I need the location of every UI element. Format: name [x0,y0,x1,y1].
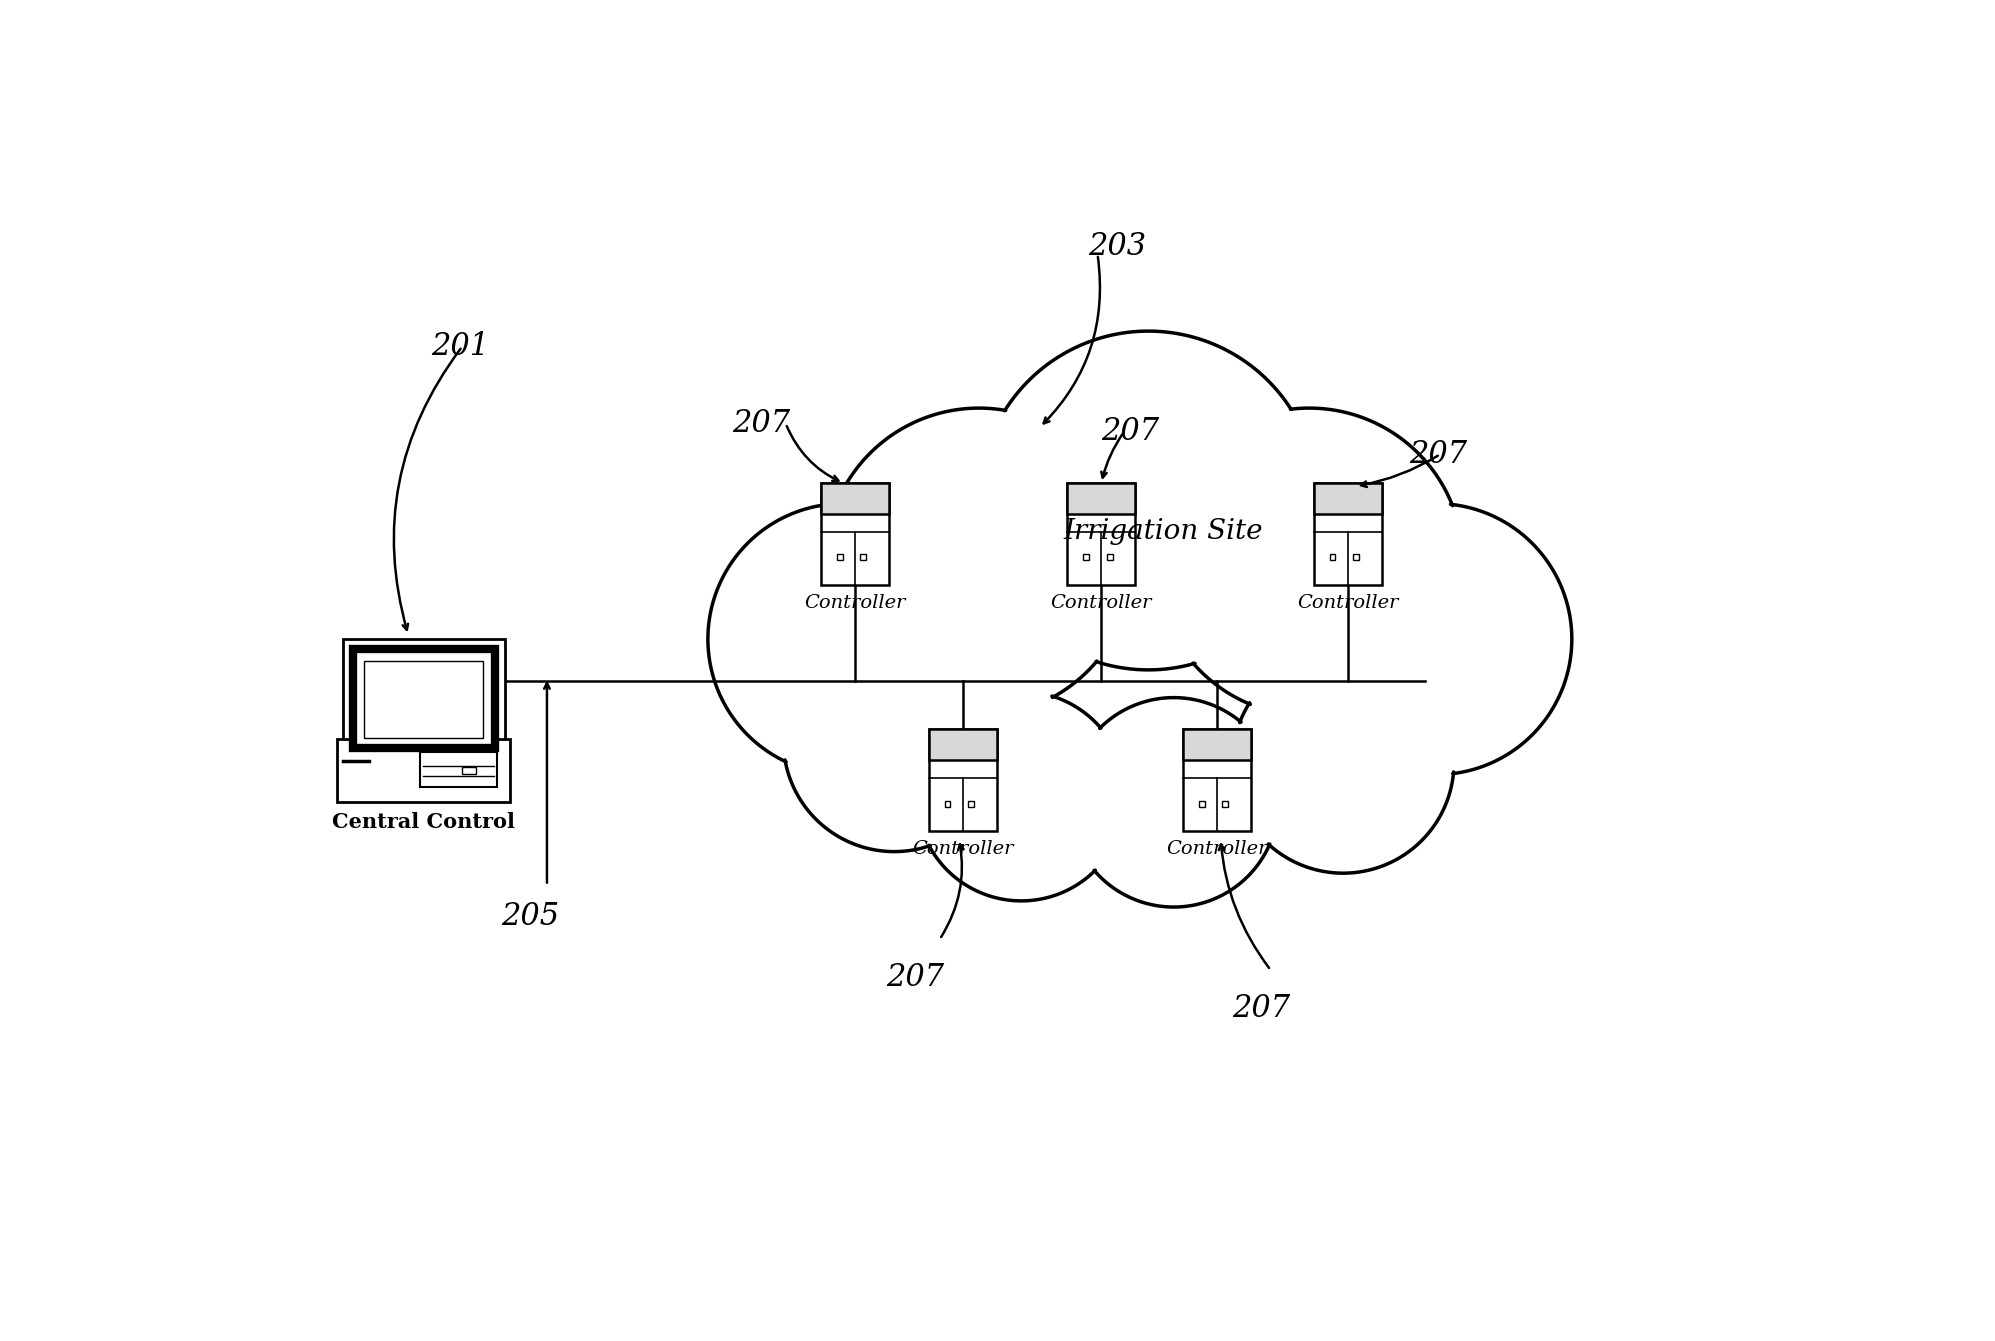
Text: 203: 203 [1087,231,1145,261]
FancyBboxPatch shape [822,483,890,514]
Text: 207: 207 [732,408,790,439]
FancyBboxPatch shape [944,801,950,807]
FancyBboxPatch shape [1223,801,1229,807]
FancyBboxPatch shape [365,661,483,739]
FancyBboxPatch shape [1183,730,1251,760]
FancyBboxPatch shape [836,554,842,561]
Text: Central Control: Central Control [333,811,515,831]
Text: Irrigation Site: Irrigation Site [1063,518,1263,544]
FancyBboxPatch shape [930,730,998,760]
FancyBboxPatch shape [343,640,505,759]
FancyBboxPatch shape [421,752,497,787]
Polygon shape [708,331,1572,907]
Text: 207: 207 [1101,416,1159,447]
Text: 205: 205 [501,901,559,932]
Text: Controller: Controller [804,594,906,611]
Text: 207: 207 [1233,994,1291,1025]
FancyBboxPatch shape [463,767,477,774]
Text: 207: 207 [886,963,944,994]
FancyBboxPatch shape [1199,801,1205,807]
FancyBboxPatch shape [1315,483,1383,514]
FancyBboxPatch shape [1067,483,1135,514]
FancyBboxPatch shape [1083,554,1089,561]
FancyBboxPatch shape [1067,483,1135,585]
Text: Controller: Controller [1051,594,1153,611]
FancyBboxPatch shape [1183,730,1251,831]
FancyBboxPatch shape [968,801,974,807]
FancyBboxPatch shape [1107,554,1113,561]
FancyBboxPatch shape [1315,483,1383,585]
FancyBboxPatch shape [860,554,866,561]
FancyBboxPatch shape [930,730,998,831]
FancyBboxPatch shape [822,483,890,585]
Text: 207: 207 [1408,439,1468,469]
Text: Controller: Controller [1167,841,1267,858]
Text: Controller: Controller [1297,594,1398,611]
FancyBboxPatch shape [1353,554,1359,561]
FancyBboxPatch shape [337,739,511,802]
Text: 201: 201 [431,331,489,362]
FancyBboxPatch shape [353,649,495,748]
Text: Controller: Controller [912,841,1013,858]
FancyBboxPatch shape [1329,554,1335,561]
